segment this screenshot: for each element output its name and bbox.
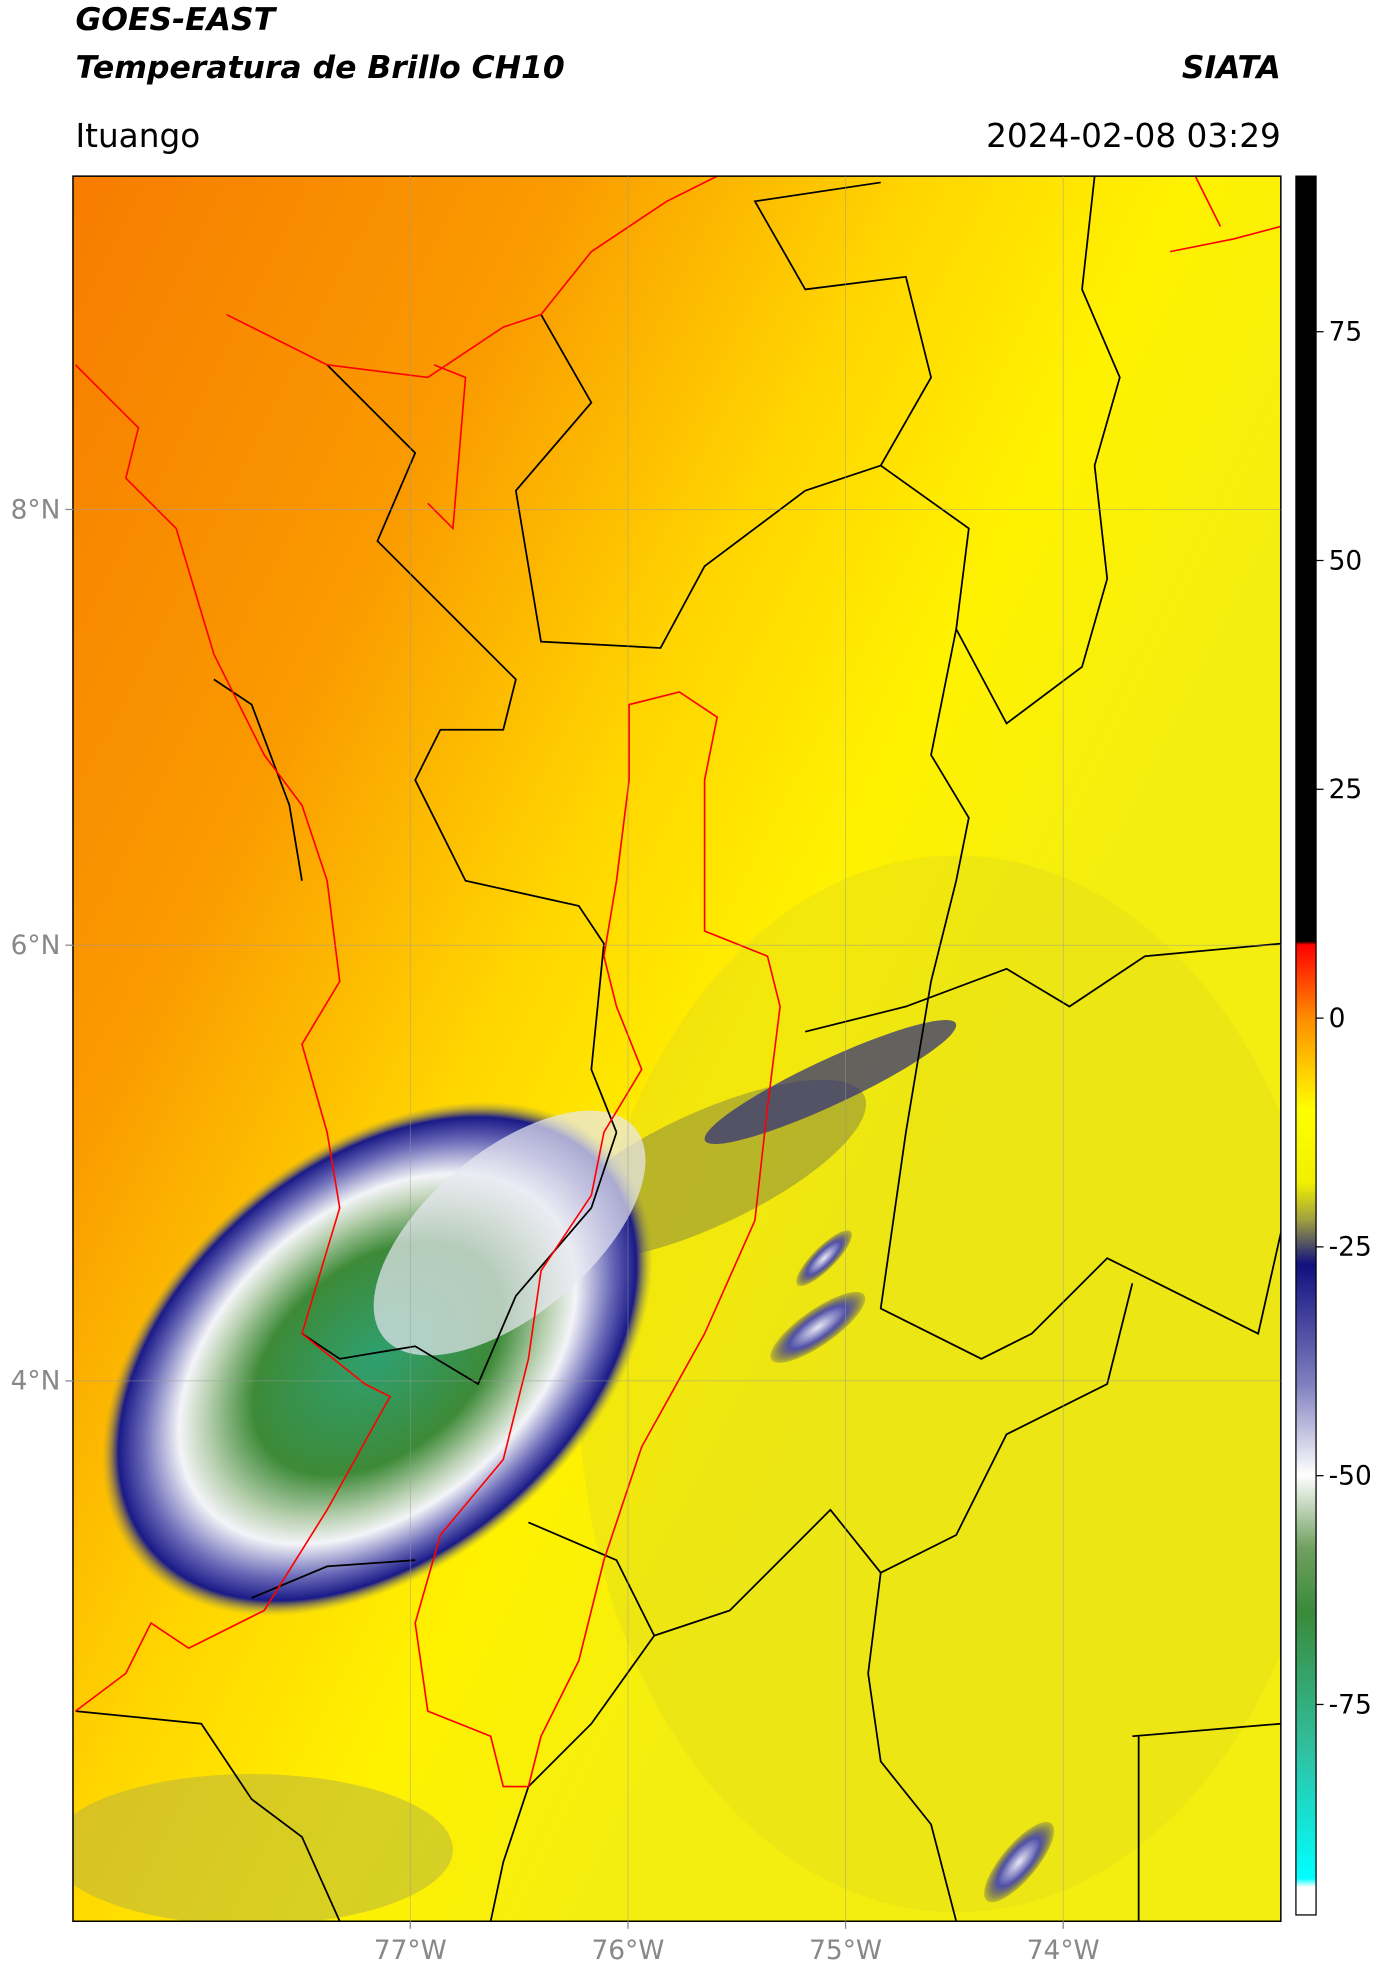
colorbar [1295, 175, 1317, 1916]
source: SIATA [1182, 50, 1281, 86]
y-tick-label: 6°N [11, 930, 61, 961]
colorbar-tick-label: 50 [1329, 545, 1363, 576]
colorbar-tick-label: 25 [1329, 774, 1363, 805]
colorbar-tick-label: -25 [1329, 1232, 1372, 1263]
x-tick-label: 75°W [809, 1935, 882, 1966]
colorbar-tick-label: -75 [1329, 1689, 1372, 1720]
map-frame [72, 175, 1282, 1922]
y-tick-label: 4°N [11, 1366, 61, 1397]
y-tick-label: 8°N [11, 494, 61, 525]
title: GOES-EAST [75, 2, 277, 38]
location: Ituango [75, 117, 200, 155]
colorbar-tick-label: 75 [1329, 317, 1363, 348]
colorbar-tick-label: -50 [1329, 1460, 1372, 1491]
colorbar-tick-label: 0 [1329, 1003, 1346, 1034]
x-tick-label: 76°W [591, 1935, 664, 1966]
subtitle: Temperatura de Brillo CH10 [75, 50, 564, 86]
map-field [72, 176, 1281, 1922]
x-tick-label: 77°W [374, 1935, 447, 1966]
x-tick-label: 74°W [1027, 1935, 1100, 1966]
datetime: 2024-02-08 03:29 [986, 117, 1281, 155]
